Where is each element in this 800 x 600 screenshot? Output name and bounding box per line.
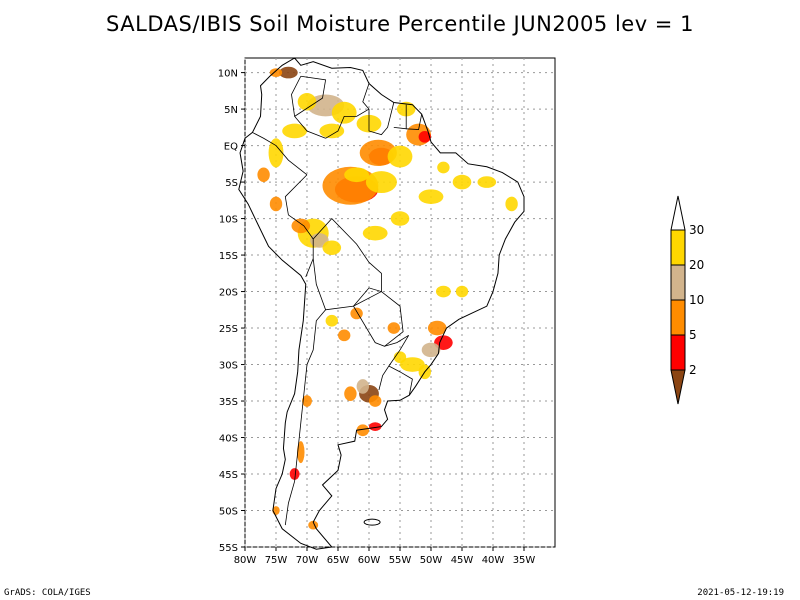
lat-tick-label: 50S bbox=[219, 507, 238, 518]
country-border bbox=[362, 83, 395, 136]
shaded-patch bbox=[452, 174, 472, 190]
country-border bbox=[384, 335, 410, 367]
colorbar: 30 20 10 5 2 bbox=[670, 195, 704, 405]
shaded-patch bbox=[390, 211, 410, 226]
shaded-patch bbox=[269, 68, 283, 77]
colorbar-top-arrow bbox=[670, 195, 686, 231]
shaded-patch bbox=[505, 196, 518, 212]
footer-credit: GrADS: COLA/IGES bbox=[4, 588, 91, 598]
country-border bbox=[284, 309, 326, 526]
lat-tick-label: 45S bbox=[219, 470, 238, 481]
shaded-patch bbox=[291, 218, 311, 234]
colorbar-segment bbox=[670, 334, 686, 371]
latitude-labels: 10N 5N EQ 5S 10S 15S 20S 25S 30S 35S 40S 45S 50S 55S bbox=[218, 69, 238, 554]
lat-tick-label: 25S bbox=[219, 324, 238, 335]
shaded-patch bbox=[350, 307, 363, 320]
shaded-patch bbox=[387, 145, 413, 168]
colorbar-segment bbox=[670, 229, 686, 266]
falklands-coast bbox=[363, 518, 381, 526]
shaded-patch bbox=[297, 93, 317, 111]
shaded-patch bbox=[393, 351, 407, 364]
lon-tick-label: 35W bbox=[513, 555, 536, 566]
lon-tick-label: 65W bbox=[327, 555, 350, 566]
shaded-patch bbox=[322, 240, 342, 256]
footer-timestamp: 2021-05-12-19:19 bbox=[697, 588, 784, 598]
shaded-patch bbox=[427, 320, 447, 336]
shaded-patch bbox=[437, 161, 450, 174]
coastlines-and-borders bbox=[238, 57, 525, 550]
gridlines bbox=[241, 58, 555, 551]
map-frame: 10N5NEQ5S10S15S20S25S30S35S40S45S50S55S … bbox=[218, 57, 556, 566]
colorbar-level-label: 30 bbox=[689, 223, 704, 237]
shaded-patch bbox=[356, 424, 369, 437]
shaded-patch bbox=[418, 130, 431, 143]
lat-tick-label: 30S bbox=[219, 361, 238, 372]
shaded-patch bbox=[279, 66, 298, 79]
shaded-patch bbox=[435, 285, 451, 298]
shaded-patch bbox=[362, 225, 388, 241]
lon-tick-label: 75W bbox=[265, 555, 288, 566]
colorbar-bottom-arrow bbox=[670, 369, 686, 405]
lat-tick-label: 35S bbox=[219, 397, 238, 408]
shaded-patch bbox=[331, 101, 357, 124]
colorbar-level-label: 2 bbox=[689, 363, 697, 377]
lon-tick-label: 50W bbox=[420, 555, 443, 566]
colorbar-level-label: 5 bbox=[689, 328, 697, 342]
shaded-patch bbox=[268, 138, 284, 168]
shaded-patch bbox=[477, 176, 497, 188]
lon-tick-label: 80W bbox=[234, 555, 257, 566]
country-border bbox=[378, 365, 413, 396]
shaded-patch bbox=[289, 468, 300, 480]
shaded-patch bbox=[369, 422, 382, 431]
colorbar-segment bbox=[670, 299, 686, 336]
percentile-shading bbox=[257, 66, 518, 530]
shaded-patch bbox=[325, 314, 338, 327]
shaded-patch bbox=[282, 123, 307, 139]
country-border bbox=[312, 217, 382, 311]
lon-tick-label: 45W bbox=[451, 555, 474, 566]
shaded-patch bbox=[359, 139, 397, 167]
shaded-patch bbox=[319, 123, 345, 139]
shaded-patch bbox=[418, 189, 444, 204]
lat-tick-label: 15S bbox=[219, 251, 238, 262]
lat-tick-label: 5N bbox=[224, 105, 238, 116]
shaded-patch bbox=[421, 342, 441, 358]
shaded-patch bbox=[302, 395, 312, 407]
lat-tick-label: 5S bbox=[225, 178, 238, 189]
country-border bbox=[406, 114, 423, 130]
shaded-patch bbox=[338, 329, 351, 342]
lat-tick-label: 55S bbox=[219, 543, 238, 554]
lat-tick-label: 40S bbox=[219, 434, 238, 445]
lon-tick-label: 60W bbox=[358, 555, 381, 566]
coastline bbox=[238, 57, 525, 550]
shaded-patch bbox=[387, 322, 400, 334]
shaded-patch bbox=[297, 441, 305, 464]
shaded-patch bbox=[269, 196, 283, 212]
shaded-patch bbox=[365, 171, 397, 194]
shaded-patch bbox=[356, 379, 369, 394]
lat-tick-label: 20S bbox=[219, 288, 238, 299]
shaded-patch bbox=[257, 167, 270, 183]
shaded-patch bbox=[455, 285, 469, 298]
country-border bbox=[325, 108, 370, 139]
shaded-patch bbox=[369, 395, 382, 407]
lat-tick-label: EQ bbox=[224, 142, 238, 153]
lat-tick-label: 10S bbox=[219, 215, 238, 226]
colorbar-segment bbox=[670, 264, 686, 301]
lon-tick-label: 70W bbox=[296, 555, 319, 566]
shaded-patch bbox=[344, 167, 369, 183]
lon-tick-label: 55W bbox=[389, 555, 412, 566]
shaded-patch bbox=[344, 386, 357, 402]
map-title: SALDAS/IBIS Soil Moisture Percentile JUN… bbox=[106, 12, 694, 36]
colorbar-level-label: 20 bbox=[689, 258, 704, 272]
country-border bbox=[294, 75, 327, 117]
shaded-patch bbox=[400, 357, 425, 372]
colorbar-level-label: 10 bbox=[689, 293, 704, 307]
lon-tick-label: 40W bbox=[482, 555, 505, 566]
lat-tick-label: 10N bbox=[218, 69, 238, 80]
country-border bbox=[252, 132, 308, 176]
longitude-labels: 80W 75W 70W 65W 60W 55W 50W 45W 40W 35W bbox=[234, 555, 536, 566]
country-border bbox=[353, 287, 404, 347]
